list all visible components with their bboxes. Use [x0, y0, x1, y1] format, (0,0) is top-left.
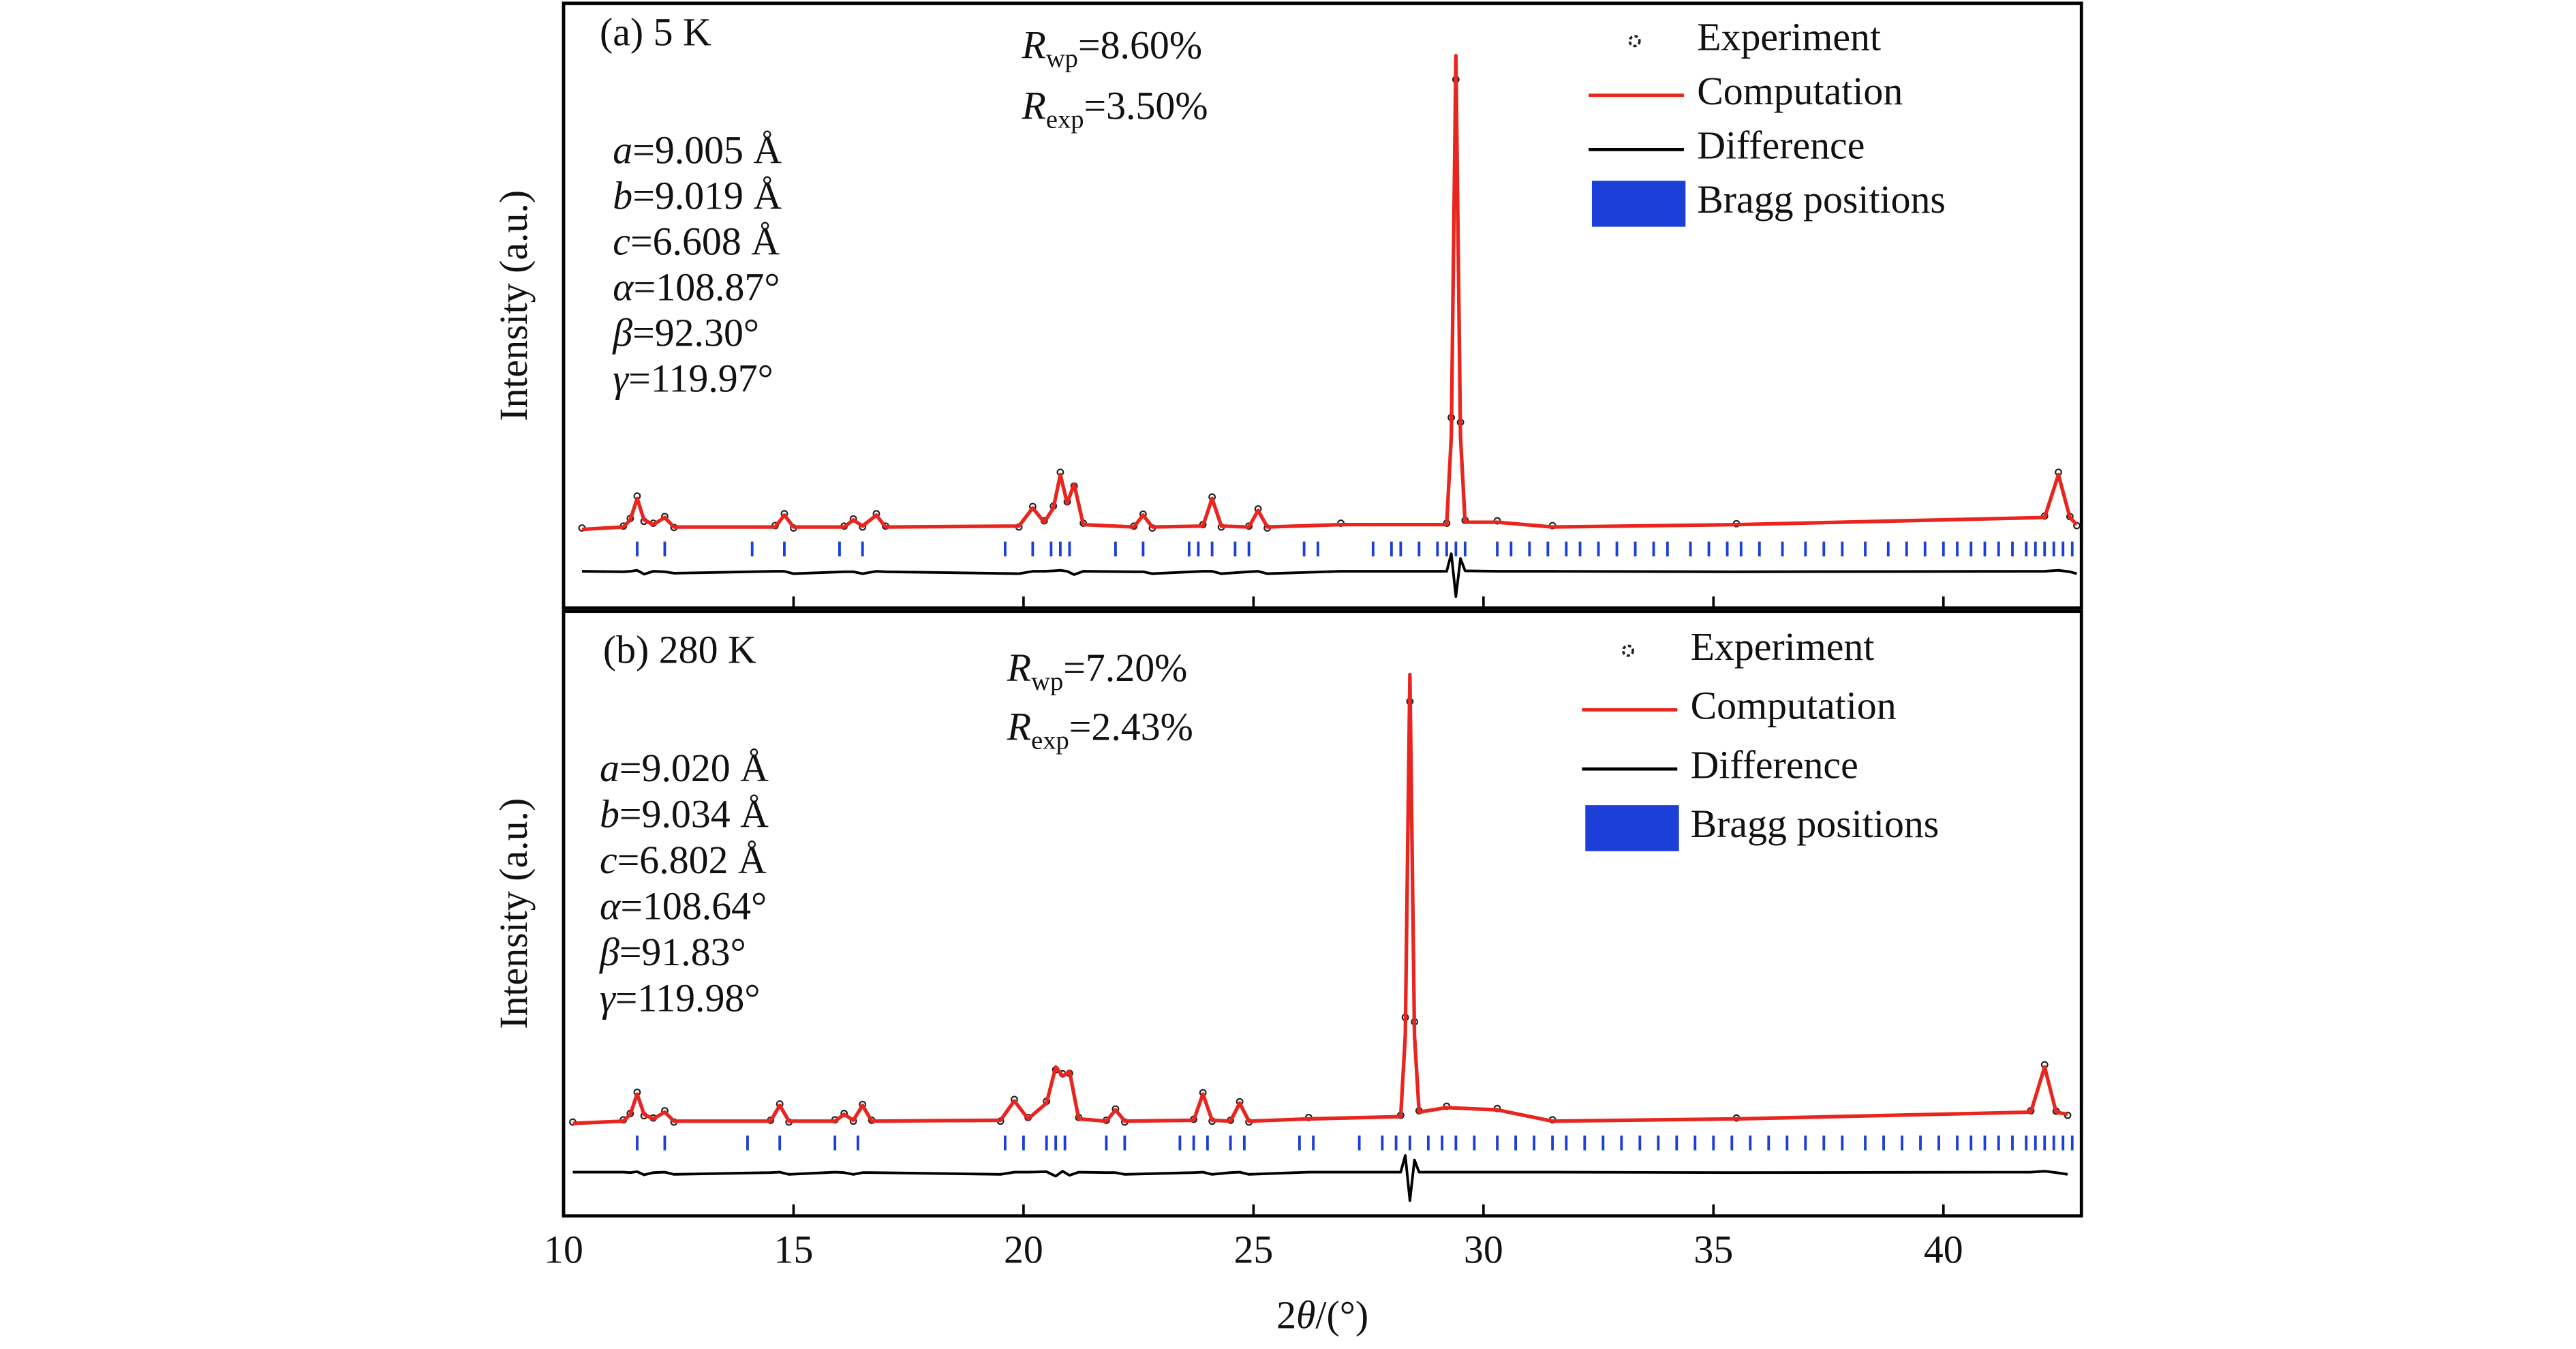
- lattice-symbol: α: [613, 265, 634, 309]
- lattice-parameter: b=9.034 Å: [600, 792, 769, 836]
- legend-marker: [1621, 644, 1635, 657]
- legend-swatch: [1591, 181, 1686, 227]
- lattice-parameter: α=108.64°: [600, 884, 767, 928]
- legend-label: Bragg positions: [1697, 177, 1946, 222]
- lattice-parameter: β=92.30°: [612, 311, 759, 355]
- lattice-parameter: c=6.802 Å: [600, 838, 767, 882]
- y-axis-label: Intensity (a.u.): [491, 798, 536, 1029]
- legend-label: Difference: [1697, 123, 1865, 168]
- lattice-parameter: a=9.005 Å: [613, 128, 782, 172]
- r-factor: Rwp=8.60%: [1022, 23, 1203, 73]
- x-tick-label: 30: [1464, 1227, 1503, 1271]
- series-line: [581, 53, 2079, 532]
- legend-swatch: [1585, 805, 1679, 851]
- r-subscript: wp: [1031, 667, 1063, 696]
- r-value: =2.43%: [1069, 705, 1193, 749]
- legend-label: Difference: [1691, 742, 1858, 787]
- lattice-value: =6.608 Å: [630, 219, 780, 264]
- r-value: =7.20%: [1063, 646, 1187, 690]
- lattice-value: =9.005 Å: [632, 128, 782, 172]
- lattice-value: =9.034 Å: [619, 792, 769, 836]
- legend-label: Experiment: [1697, 15, 1881, 59]
- x-tick-label: 25: [1233, 1227, 1273, 1271]
- r-symbol: R: [1007, 646, 1031, 690]
- r-factor: Rwp=7.20%: [1007, 646, 1188, 695]
- panel-label: (a) 5 K: [600, 10, 711, 54]
- lattice-value: =108.64°: [620, 884, 767, 928]
- legend-label: Computation: [1691, 684, 1897, 728]
- lattice-value: =9.020 Å: [619, 746, 769, 790]
- series-line: [572, 672, 2068, 1125]
- lattice-symbol: γ: [600, 976, 617, 1020]
- legend-label: Bragg positions: [1691, 802, 1939, 846]
- lattice-value: =6.802 Å: [617, 838, 767, 882]
- x-tick-label: 20: [1004, 1227, 1043, 1271]
- r-value: =8.60%: [1078, 23, 1202, 67]
- lattice-parameter: β=91.83°: [599, 930, 746, 974]
- legend-label: Computation: [1697, 69, 1903, 113]
- lattice-symbol: a: [613, 128, 632, 172]
- x-tick-label: 40: [1924, 1227, 1963, 1271]
- x-axis-label: 2θ/(°): [1276, 1293, 1368, 1337]
- lattice-value: =119.98°: [615, 976, 761, 1020]
- lattice-parameter: α=108.87°: [613, 265, 780, 309]
- lattice-symbol: b: [613, 174, 632, 218]
- lattice-symbol: a: [600, 746, 619, 790]
- r-symbol: R: [1022, 23, 1046, 67]
- panel-label: (b) 280 K: [603, 628, 756, 672]
- lattice-value: =91.83°: [619, 930, 746, 974]
- lattice-symbol: β: [612, 311, 632, 355]
- series-line: [581, 552, 2078, 598]
- r-subscript: exp: [1046, 105, 1084, 134]
- legend-label: Experiment: [1691, 624, 1875, 669]
- r-value: =3.50%: [1084, 84, 1208, 128]
- lattice-symbol: c: [613, 219, 630, 264]
- lattice-parameter: a=9.020 Å: [600, 746, 769, 790]
- x-label-symbol: θ: [1296, 1293, 1315, 1337]
- y-axis-label: Intensity (a.u.): [491, 190, 536, 421]
- r-factor: Rexp=3.50%: [1022, 84, 1208, 134]
- lattice-parameter: γ=119.98°: [600, 976, 760, 1020]
- series-line: [572, 1154, 2068, 1202]
- lattice-symbol: b: [600, 792, 619, 836]
- x-label-prefix: 2: [1276, 1293, 1296, 1337]
- legend-marker: [1628, 35, 1641, 48]
- plot-frame: [562, 609, 2083, 1218]
- x-tick-label: 15: [774, 1227, 814, 1271]
- lattice-parameter: c=6.608 Å: [613, 219, 780, 264]
- x-tick-label: 10: [544, 1227, 583, 1271]
- lattice-value: =108.87°: [634, 265, 780, 309]
- lattice-symbol: γ: [613, 357, 630, 401]
- plot-frame: [562, 1, 2083, 610]
- x-tick-label: 35: [1693, 1227, 1733, 1271]
- r-symbol: R: [1007, 705, 1031, 749]
- lattice-parameter: γ=119.97°: [613, 357, 773, 401]
- lattice-symbol: β: [599, 930, 619, 974]
- lattice-symbol: α: [600, 884, 622, 928]
- lattice-parameter: b=9.019 Å: [613, 174, 782, 218]
- lattice-symbol: c: [600, 838, 617, 882]
- lattice-value: =92.30°: [632, 311, 759, 355]
- r-subscript: wp: [1046, 44, 1078, 73]
- r-subscript: exp: [1031, 726, 1069, 755]
- lattice-value: =9.019 Å: [632, 174, 782, 218]
- x-label-suffix: /(°): [1315, 1293, 1368, 1337]
- r-symbol: R: [1022, 84, 1046, 128]
- r-factor: Rexp=2.43%: [1007, 705, 1193, 755]
- lattice-value: =119.97°: [628, 357, 773, 401]
